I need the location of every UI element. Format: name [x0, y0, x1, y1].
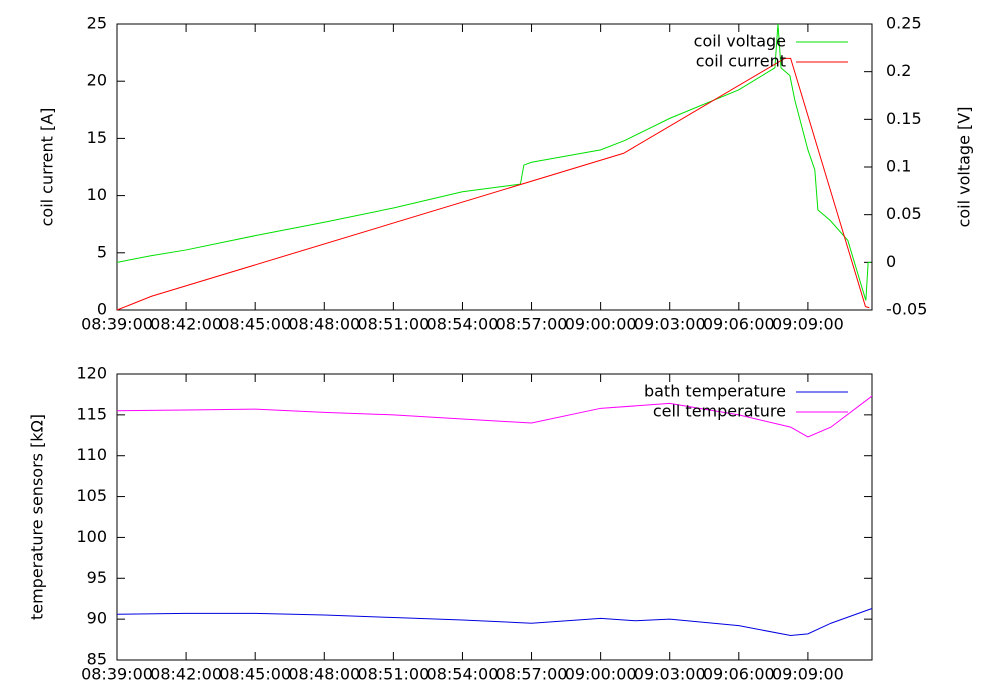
y2-tick-label: 0.15: [886, 109, 922, 128]
y2-tick-label: 0.25: [886, 14, 922, 33]
y-tick-label: 25: [87, 14, 107, 33]
x-tick-label: 09:06:00: [703, 665, 775, 684]
legend-label: coil current: [696, 52, 786, 71]
x-tick-label: 09:00:00: [565, 315, 637, 334]
x-tick-label: 09:00:00: [565, 665, 637, 684]
y-axis-label: coil current [A]: [38, 108, 57, 227]
x-tick-label: 08:57:00: [496, 665, 568, 684]
x-tick-label: 08:45:00: [219, 665, 291, 684]
y-tick-label: 10: [87, 185, 107, 204]
y2-tick-label: 0.1: [886, 157, 911, 176]
y-tick-label: 20: [87, 71, 107, 90]
x-tick-label: 08:54:00: [427, 315, 499, 334]
y2-axis-label: coil voltage [V]: [955, 107, 974, 228]
x-tick-label: 08:42:00: [150, 665, 222, 684]
series-line: [116, 395, 873, 438]
y2-tick-label: 0: [886, 252, 896, 271]
x-tick-label: 09:06:00: [703, 315, 775, 334]
y-tick-label: 105: [76, 486, 107, 505]
y-axis-label: temperature sensors [kΩ]: [28, 414, 47, 620]
y-tick-label: 110: [76, 445, 107, 464]
y-tick-label: 115: [76, 404, 107, 423]
x-tick-label: 08:54:00: [427, 665, 499, 684]
plot-frame: [116, 373, 873, 661]
x-tick-label: 08:48:00: [288, 665, 360, 684]
x-tick-label: 08:51:00: [357, 665, 429, 684]
legend-label: cell temperature: [653, 402, 786, 421]
plot: 0 5 10 15 20 25 -0.05 0 0.05 0.1 0.15 0.2 0.25 08:39:…: [38, 14, 974, 334]
x-tick-label: 08:48:00: [288, 315, 360, 334]
x-tick-label: 08:42:00: [150, 315, 222, 334]
x-tick-label: 09:09:00: [772, 315, 844, 334]
x-tick-label: 09:03:00: [634, 665, 706, 684]
x-tick-label: 08:45:00: [219, 315, 291, 334]
y2-tick-label: 0.2: [886, 61, 911, 80]
plot: 85909510010511011512008:39:0008:42:0008:…: [28, 364, 873, 684]
y-tick-label: 15: [87, 128, 107, 147]
y-tick-label: 100: [76, 527, 107, 546]
y-tick-label: 85: [87, 650, 107, 669]
series-line: [116, 608, 873, 636]
y-tick-label: 5: [97, 242, 107, 261]
y-tick-label: 95: [87, 568, 107, 587]
y-tick-label: 90: [87, 609, 107, 628]
y2-tick-label: -0.05: [886, 300, 927, 319]
series-line: [116, 23, 871, 301]
legend-label: coil voltage: [694, 32, 786, 51]
series-line: [116, 57, 870, 311]
y-tick-label: 0: [97, 300, 107, 319]
legend-label: bath temperature: [644, 382, 786, 401]
x-tick-label: 09:03:00: [634, 315, 706, 334]
x-tick-label: 08:39:00: [81, 315, 153, 334]
x-tick-label: 08:57:00: [496, 315, 568, 334]
y2-tick-label: 0.05: [886, 204, 922, 223]
x-tick-label: 09:09:00: [772, 665, 844, 684]
x-tick-label: 08:51:00: [357, 315, 429, 334]
x-tick-label: 08:39:00: [81, 665, 153, 684]
y-tick-label: 120: [76, 364, 107, 383]
